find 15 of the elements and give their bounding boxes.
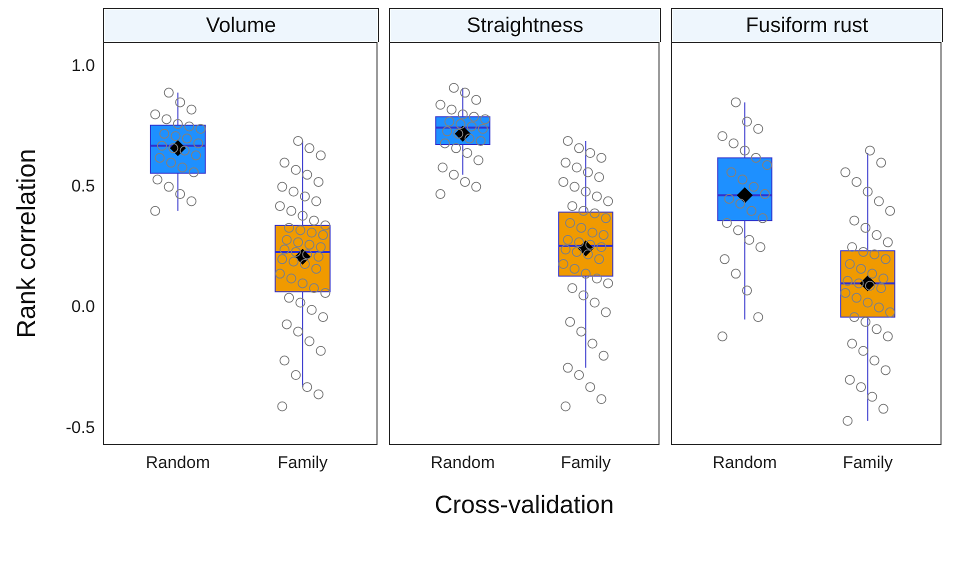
x-tick-label: Random (146, 452, 210, 472)
x-tick-label: Family (842, 452, 894, 472)
y-tick-label: 1.0 (71, 56, 95, 75)
y-tick-label: -0.5 (66, 418, 95, 437)
y-tick-label: 0.5 (71, 176, 95, 196)
x-tick-label: Random (430, 452, 495, 472)
chart-title: Straightness (389, 8, 661, 42)
x-tick-label: Family (560, 452, 612, 472)
x-tick-label: Family (278, 452, 328, 472)
y-tick-label: 0.0 (71, 297, 95, 316)
chart-title: Fusiform rust (671, 8, 943, 42)
chart-title: Volume (103, 8, 379, 42)
x-axis-title: Cross-validation (434, 490, 614, 519)
x-tick-label: Random (712, 452, 777, 472)
y-axis-title: Rank correlation (10, 148, 41, 338)
